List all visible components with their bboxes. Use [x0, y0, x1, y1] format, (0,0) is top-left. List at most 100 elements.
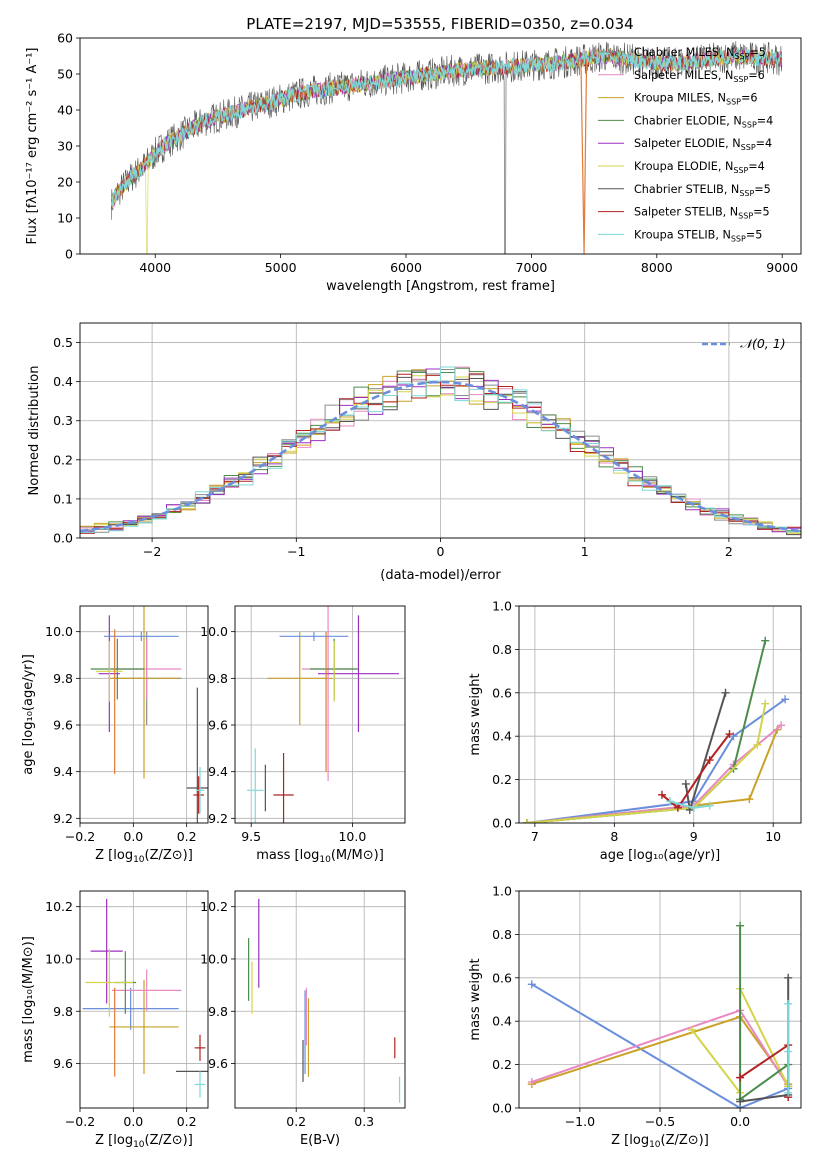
- x-tick-label: −0.2: [65, 1114, 95, 1129]
- y-tick-label: 0.6: [492, 970, 512, 985]
- y-tick-label: 0.2: [492, 772, 512, 787]
- y-tick-label: 40: [57, 103, 73, 118]
- weight-vs-age-panel: 7 8 9 10 0.0 0.2 0.4 0.6 0.8 1.0 age [log₁₀(age/yr…: [468, 599, 802, 863]
- error-bars: [90, 606, 208, 823]
- weight-point-marker: [657, 790, 666, 799]
- x-axis-label: Z [log10(Z/Z⊙)]: [95, 1133, 193, 1150]
- y-tick-label: 0.1: [53, 491, 73, 506]
- y-tick-label: 0.6: [492, 685, 512, 700]
- axes-frame: [79, 322, 802, 539]
- weight-point-marker: [784, 1088, 793, 1097]
- x-tick-label: 0.0: [123, 829, 143, 844]
- weight-point-marker: [522, 819, 531, 823]
- weight-series-line: [526, 698, 786, 823]
- y-tick-label: 10: [57, 211, 73, 226]
- axes-frame: [234, 890, 406, 1109]
- weight-series-line: [531, 983, 789, 1108]
- y-tick-label: 9.2: [208, 811, 228, 826]
- weight-point-marker: [781, 695, 790, 704]
- y-tick-label: 0.0: [492, 816, 512, 831]
- weight-point-marker: [736, 1097, 745, 1106]
- y-tick-label: 9.8: [53, 671, 73, 686]
- weight-point-marker: [761, 699, 770, 708]
- error-bars: [247, 606, 399, 823]
- x-tick-label: 10: [765, 829, 781, 844]
- x-tick-label: 0: [437, 544, 445, 559]
- y-tick-label: 10.0: [45, 624, 73, 639]
- weight-point-marker: [761, 636, 770, 645]
- spectrum-dropout: [580, 58, 588, 254]
- age-vs-metallicity-panel: −0.2 0.0 0.2 9.2 9.4 9.6 9.8 10.0 Z [log10(Z/Z⊙)…: [21, 605, 209, 865]
- y-tick-label: 0.4: [492, 729, 512, 744]
- x-tick-label: 5000: [265, 260, 297, 275]
- weight-point-marker: [688, 1025, 697, 1034]
- y-axis-label: age [log₁₀(age/yr)]: [21, 654, 36, 775]
- y-tick-label: 9.8: [53, 1004, 73, 1019]
- weight-point-marker: [784, 1047, 793, 1056]
- y-tick-label: 0.8: [492, 642, 512, 657]
- axes-frame: [79, 890, 209, 1109]
- spectrum-panel: 4000 5000 6000 7000 8000 9000 0 10 20 30 40 50 60 wav…: [25, 31, 802, 294]
- legend-entry: Kroupa MILES, NSSP=6: [634, 92, 757, 107]
- y-tick-label: 0.2: [492, 1057, 512, 1072]
- x-tick-label: 7: [531, 829, 539, 844]
- x-axis-label: Z [log10(Z/Z⊙)]: [611, 1133, 709, 1150]
- legend-entry: Salpeter ELODIE, NSSP=4: [634, 137, 772, 152]
- weight-point-marker: [527, 1077, 536, 1086]
- axes-frame: [79, 605, 209, 824]
- axes-frame: [518, 605, 802, 824]
- weight-point-marker: [705, 801, 714, 810]
- weight-series-line: [526, 703, 767, 823]
- figure-title: PLATE=2197, MJD=53555, FIBERID=0350, z=0…: [246, 15, 633, 33]
- axes-frame: [234, 605, 406, 824]
- y-tick-label: 9.6: [208, 718, 228, 733]
- legend-entry: Kroupa ELODIE, NSSP=4: [634, 160, 765, 175]
- x-tick-label: 9.5: [241, 829, 261, 844]
- x-tick-label: 0.2: [177, 1114, 197, 1129]
- histogram-series: [80, 366, 801, 533]
- error-bars: [82, 898, 208, 1098]
- histogram-steps: [80, 366, 801, 536]
- y-tick-label: 9.8: [208, 1004, 228, 1019]
- x-tick-label: −1: [287, 544, 305, 559]
- legend-entry: Chabrier MILES, NSSP=5: [634, 46, 766, 61]
- y-tick-label: 0.0: [53, 531, 73, 546]
- weight-point-marker: [736, 921, 745, 930]
- y-tick-label: 20: [57, 175, 73, 190]
- y-tick-label: 10.0: [200, 624, 228, 639]
- x-axis-label: age [log₁₀(age/yr)]: [600, 848, 721, 863]
- y-tick-label: 10.2: [45, 899, 73, 914]
- weight-point-marker: [527, 980, 536, 989]
- x-tick-label: 0.3: [354, 1114, 374, 1129]
- x-tick-label: 0.2: [177, 829, 197, 844]
- x-tick-label: −0.2: [65, 829, 95, 844]
- x-axis-label: (data-model)/error: [380, 568, 501, 583]
- weight-point-marker: [753, 740, 762, 749]
- y-tick-label: 10.0: [45, 951, 73, 966]
- x-axis-label: Z [log10(Z/Z⊙)]: [95, 848, 193, 865]
- y-axis-label: mass weight: [468, 673, 483, 755]
- y-tick-label: 9.4: [53, 764, 73, 779]
- weight-vs-metallicity-panel: −1.0 −0.5 0.0 0.0 0.2 0.4 0.6 0.8 1.0 Z [log10(Z/…: [468, 884, 802, 1150]
- x-tick-label: 2: [725, 544, 733, 559]
- y-tick-label: 9.4: [208, 764, 228, 779]
- y-tick-label: 10.2: [200, 899, 228, 914]
- x-tick-label: 0.0: [123, 1114, 143, 1129]
- spectrum-lines: [110, 41, 783, 254]
- weight-point-marker: [721, 688, 730, 697]
- x-tick-label: 10.0: [338, 829, 366, 844]
- legend-entry: Salpeter MILES, NSSP=6: [634, 69, 765, 84]
- x-tick-label: 9000: [766, 260, 798, 275]
- y-axis-label: Normed distribution: [27, 366, 42, 496]
- y-tick-label: 9.6: [53, 1056, 73, 1071]
- y-tick-label: 1.0: [492, 884, 512, 899]
- x-axis-label: wavelength [Angstrom, rest frame]: [326, 279, 555, 294]
- error-bars: [248, 898, 401, 1103]
- x-tick-label: 7000: [516, 260, 548, 275]
- y-axis-label: mass [log₁₀(M/M⊙)]: [21, 936, 36, 1063]
- weight-point-marker: [681, 779, 690, 788]
- y-tick-label: 9.6: [208, 1056, 228, 1071]
- weight-point-marker: [736, 1073, 745, 1082]
- y-axis-label: mass weight: [468, 958, 483, 1040]
